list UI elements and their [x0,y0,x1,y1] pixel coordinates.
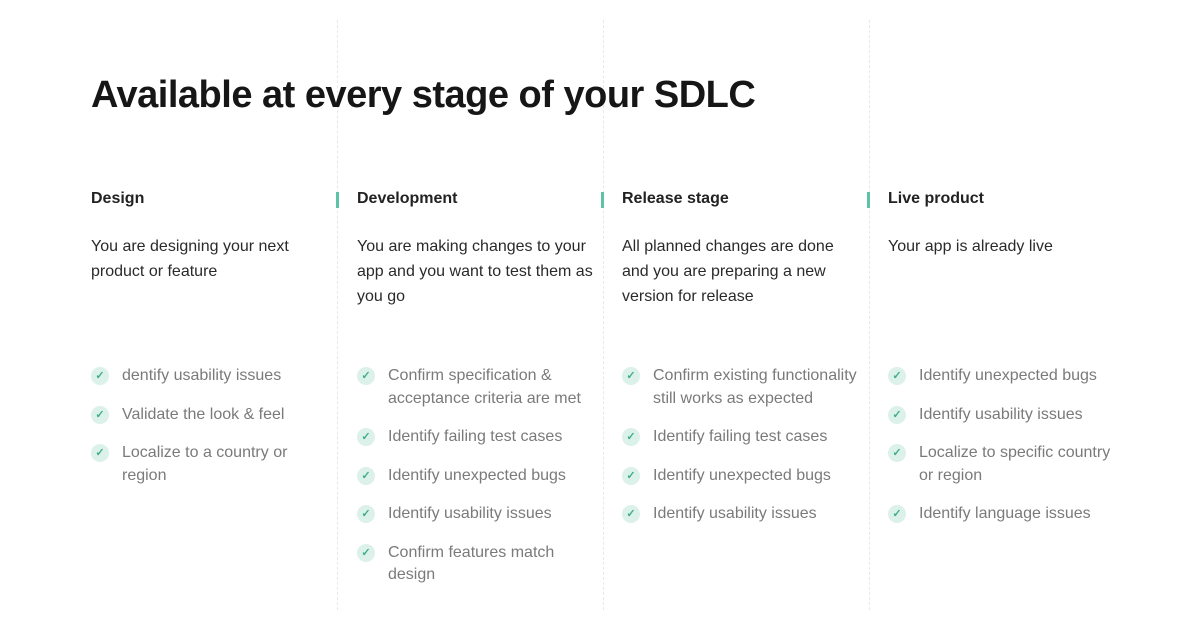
check-icon: ✓ [622,428,640,446]
accent-bar [601,192,604,208]
stage-description: All planned changes are done and you are… [622,238,834,305]
list-item: ✓ Identify unexpected bugs [622,465,862,488]
stage-heading-text: Release stage [622,190,729,207]
list-item-text: Validate the look & feel [122,405,285,423]
list-item-text: Confirm existing functionality still wor… [653,367,857,407]
page-title: Available at every stage of your SDLC [91,74,756,116]
column-divider [337,20,338,610]
list-item: ✓ Identify usability issues [888,404,1128,427]
list-item-text: Identify failing test cases [388,428,563,445]
list-item: ✓ Identify usability issues [357,503,597,526]
stage-heading-text: Development [357,190,458,207]
list-item: ✓ dentify usability issues [91,365,331,388]
list-item-text: Localize to a country or region [122,444,288,484]
list-item: ✓ Identify failing test cases [357,426,597,449]
stage-column: Release stage All planned changes are don… [601,188,862,542]
stage-heading-text: Design [91,190,145,207]
stage-heading-text: Live product [888,190,985,207]
stage-column: Live product Your app is already live ✓ Ide… [867,188,1128,542]
check-icon: ✓ [888,405,906,424]
stage-column: Development You are making changes to you… [336,188,597,603]
check-icon: ✓ [622,505,640,523]
checklist: ✓ Confirm existing functionality still wo… [622,365,862,526]
list-item: ✓ Confirm specification & acceptance crit… [357,365,597,410]
list-item: ✓ Validate the look & feel [91,404,331,427]
check-icon: ✓ [357,466,375,485]
accent-bar [336,192,339,208]
stage-description: Your app is already live [888,238,1053,255]
list-item-text: Identify unexpected bugs [653,466,831,484]
list-item: ✓ Identify unexpected bugs [357,465,597,488]
stage-heading: Development [336,188,597,210]
check-icon: ✓ [357,543,375,562]
check-icon: ✓ [91,367,109,385]
stage-heading: Release stage [601,188,862,210]
check-icon: ✓ [357,367,375,385]
checklist: ✓ Identify unexpected bugs ✓ Identify usabi… [888,365,1128,526]
list-item-text: Identify failing test cases [653,428,828,445]
check-icon: ✓ [91,405,109,424]
list-item-text: Identify usability issues [388,505,552,522]
list-item-text: Identify unexpected bugs [919,367,1097,384]
check-icon: ✓ [888,505,906,523]
column-divider [603,20,604,610]
check-icon: ✓ [357,428,375,446]
stage-description: You are designing your next product or f… [91,238,289,280]
stage-heading: Live product [867,188,1128,210]
list-item-text: dentify usability issues [122,367,282,384]
checklist: ✓ Confirm specification & acceptance crit… [357,365,597,587]
list-item: ✓ Localize to specific country or region [888,442,1128,487]
stage-heading: Design [91,188,331,210]
stage-description: You are making changes to your app and y… [357,238,593,305]
list-item: ✓ Confirm existing functionality still wo… [622,365,862,410]
list-item: ✓ Confirm features match design [357,542,597,587]
list-item: ✓ Identify failing test cases [622,426,862,449]
list-item-text: Identify usability issues [919,405,1083,423]
list-item-text: Identify language issues [919,505,1091,522]
list-item-text: Identify unexpected bugs [388,466,566,484]
check-icon: ✓ [622,367,640,385]
list-item-text: Identify usability issues [653,505,817,522]
list-item-text: Confirm features match design [388,543,555,584]
accent-bar [867,192,870,208]
list-item: ✓ Identify language issues [888,503,1128,526]
column-divider [869,20,870,610]
list-item: ✓ Identify usability issues [622,503,862,526]
list-item-text: Confirm specification & acceptance crite… [388,367,581,407]
list-item: ✓ Identify unexpected bugs [888,365,1128,388]
list-item-text: Localize to specific country or region [919,444,1111,484]
checklist: ✓ dentify usability issues ✓ Validate the l… [91,365,331,487]
check-icon: ✓ [91,444,109,462]
check-icon: ✓ [357,505,375,523]
check-icon: ✓ [622,466,640,485]
list-item: ✓ Localize to a country or region [91,442,331,487]
stage-column: Design You are designing your next produc… [91,188,331,503]
check-icon: ✓ [888,367,906,385]
check-icon: ✓ [888,444,906,462]
